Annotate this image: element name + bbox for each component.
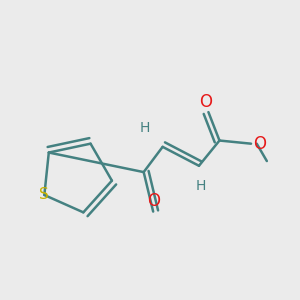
Text: S: S	[40, 188, 49, 202]
Text: H: H	[140, 121, 151, 135]
Text: O: O	[199, 93, 212, 111]
Text: O: O	[254, 135, 266, 153]
Text: H: H	[195, 179, 206, 193]
Text: O: O	[147, 193, 160, 211]
